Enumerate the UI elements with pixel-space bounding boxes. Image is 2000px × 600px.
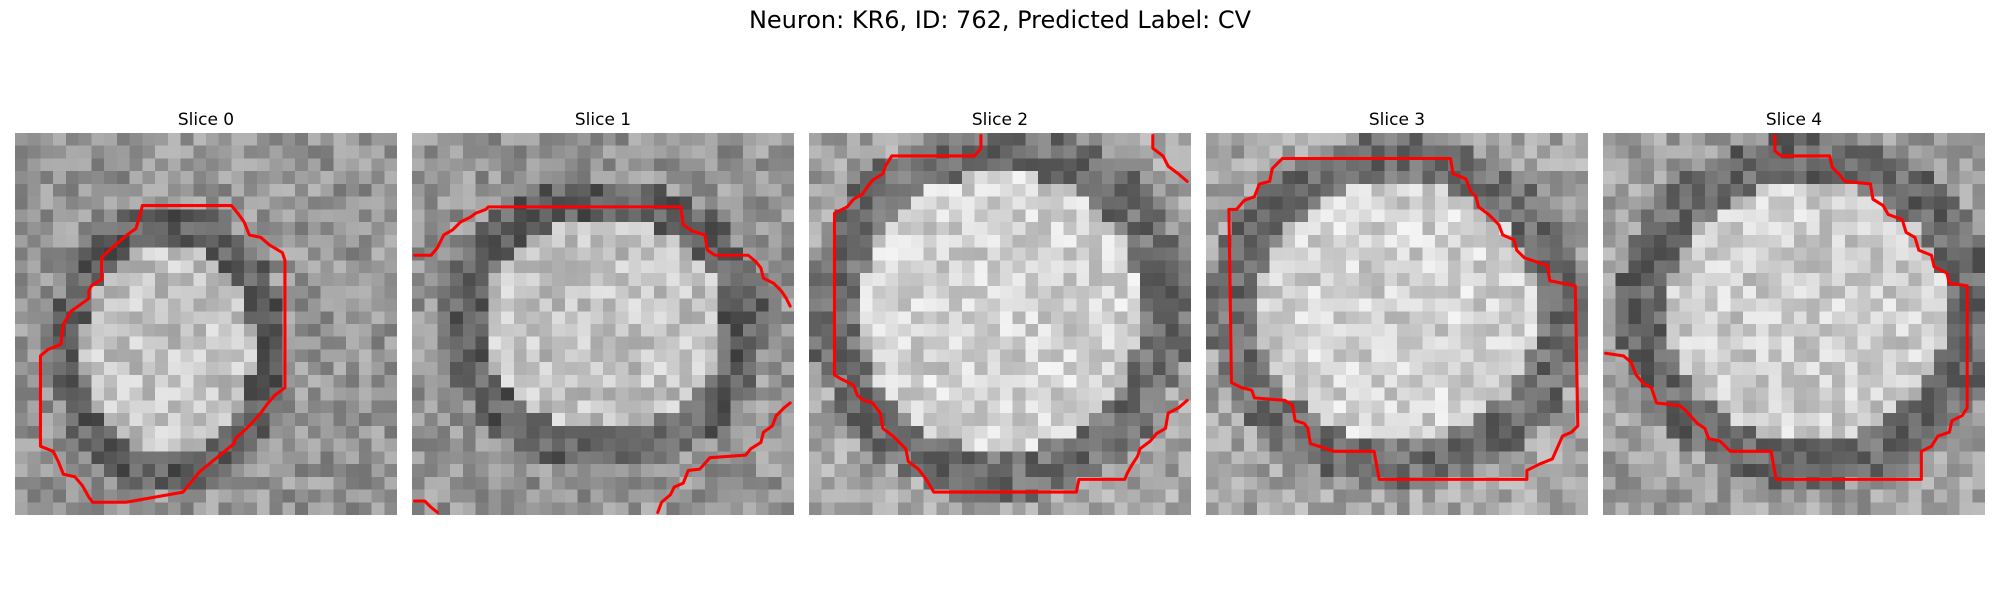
slice-title: Slice 3 — [1368, 110, 1426, 130]
slice-title: Slice 2 — [971, 110, 1029, 130]
figure-title: Neuron: KR6, ID: 762, Predicted Label: C… — [748, 6, 1252, 34]
microscopy-pixels — [1206, 133, 1588, 515]
slice-image — [15, 133, 397, 515]
microscopy-pixels — [412, 133, 794, 515]
slice-title: Slice 0 — [177, 110, 235, 130]
microscopy-pixels — [1603, 133, 1985, 515]
slice-image — [1206, 133, 1588, 515]
microscopy-pixels — [15, 133, 397, 515]
slice-image — [809, 133, 1191, 515]
segmentation-contour — [832, 134, 1189, 494]
segmentation-contour — [38, 204, 287, 504]
segmentation-contour — [656, 401, 792, 514]
slice-title: Slice 1 — [574, 110, 632, 130]
microscopy-pixels — [809, 133, 1191, 515]
segmentation-contour — [1227, 156, 1580, 481]
segmentation-contour — [1151, 134, 1189, 183]
segmentation-contour — [413, 205, 792, 308]
segmentation-contour — [1604, 134, 1969, 481]
slice-image — [1603, 133, 1985, 515]
segmentation-contour — [413, 499, 439, 514]
slice-image — [412, 133, 794, 515]
slice-title: Slice 4 — [1765, 110, 1823, 130]
